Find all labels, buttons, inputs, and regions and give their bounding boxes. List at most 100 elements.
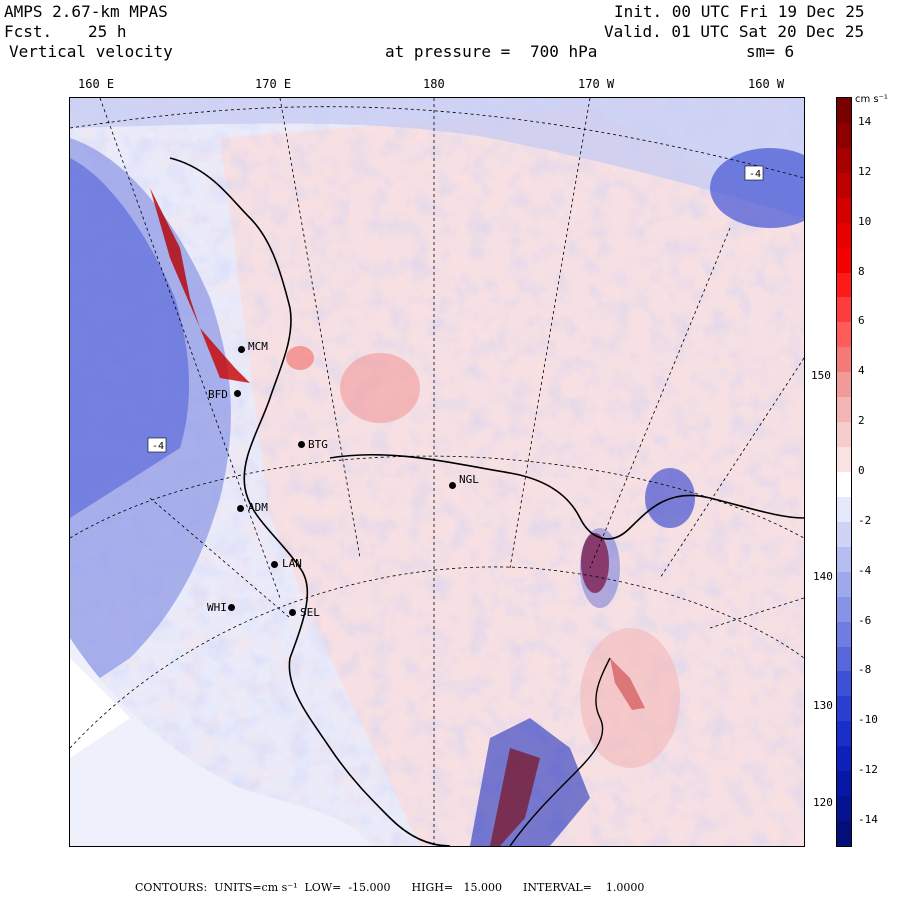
forecast-label: Fcst. [4,22,53,41]
colorbar-segment [837,447,851,473]
colorbar [836,97,852,847]
colorbar-segment [837,571,851,598]
colorbar-tick-label: -10 [858,713,878,727]
colorbar-segment [837,422,851,448]
contour-low: LOW= -15.000 [304,881,391,894]
positive-patch-1 [340,353,420,423]
colorbar-tick-label: 12 [858,164,872,178]
colorbar-segment [837,671,851,697]
colorbar-segment [837,496,851,523]
station-bfd-marker [234,390,241,397]
station-ngl-marker [449,482,456,489]
station-adm-marker [237,505,244,512]
transantarctic-uplift [150,188,220,388]
station-btg-marker [298,441,305,448]
pressure-label: at pressure = [385,42,511,61]
colorbar-tick-label: 4 [858,364,865,378]
colorbar-segment [837,796,851,822]
colorbar-tick-label: -14 [858,813,878,827]
colorbar-tick-label: -4 [858,563,872,577]
coastline-east [509,657,611,846]
station-ngl-label: NGL [459,473,479,486]
colorbar-segment [837,521,851,548]
station-mcm-label: MCM [248,340,268,353]
forecast-hour: 25 h [88,22,127,41]
colorbar-segment [837,197,851,224]
coastal-subsidence-core [70,158,190,518]
colorbar-tick-label: 2 [858,414,865,428]
colorbar-segment [837,247,851,274]
positive-patch-2 [286,346,314,370]
colorbar-segment [837,721,851,747]
lon-label-160w: 160 W [748,77,785,91]
colorbar-segment [837,297,851,323]
south-uplift [490,748,540,846]
contour-high: HIGH= 15.000 [411,881,503,894]
station-sel-marker [289,609,296,616]
lon-label-180: 180 [423,77,445,91]
colorbar-segment [837,172,851,199]
contour-labels: -4 -4 [147,165,764,453]
colorbar-segment [837,347,851,373]
station-bfd-label: BFD [208,388,228,401]
station-adm-label: ADM [248,501,268,514]
colorbar-segment [837,771,851,797]
colorbar-segment [837,272,851,298]
contour-info: CONTOURS: UNITS=cm s⁻¹ LOW= -15.000 HIGH… [135,881,644,894]
ice-shelf-front [329,453,804,540]
pressure-value: 700 hPa [530,42,598,61]
contours-label: CONTOURS: [135,881,208,894]
contour-interval: INTERVAL= 1.0000 [523,881,645,894]
smoothing-label: sm= 6 [746,42,795,61]
colorbar-segment [837,472,851,498]
svg-text:-4: -4 [749,169,761,180]
model-title: AMPS 2.67-km MPAS [4,2,168,21]
northeast-subsidence [710,148,804,228]
station-mcm-marker [238,346,245,353]
lon-label-170e: 170 E [255,77,292,91]
lon-label-160e: 160 E [78,77,115,91]
colorbar-tick-label: 8 [858,264,865,278]
southwest-white [70,658,130,758]
central-ridge-subsidence [580,528,620,608]
colorbar-tick-label: 0 [858,464,865,477]
colorbar-tick-label: 14 [858,114,872,128]
colorbar-segment [837,147,851,174]
colorbar-tick-label: -2 [858,513,872,527]
colorbar-segment [837,546,851,573]
colorbar-tick-label: -6 [858,613,872,627]
colorbar-segment [837,696,851,722]
colorbar-segment [837,122,851,149]
ross-island-uplift [200,328,250,383]
svg-text:-4: -4 [152,441,164,452]
positive-patch-3 [580,628,680,768]
colorbar-segment [837,322,851,348]
colorbar-segment [837,746,851,772]
colorbar-segment [837,596,851,623]
station-lan-label: LAN [282,557,302,570]
colorbar-tick-label: -12 [858,763,878,777]
coastline-west [169,157,451,846]
graticule [70,98,804,846]
valid-time: Valid. 01 UTC Sat 20 Dec 25 [604,22,865,41]
colorbar-segment [837,372,851,398]
map-panel: -4 -4 MCM BFD BTG NGL ADM LAN WHI SEL [69,97,805,847]
station-lan-marker [271,561,278,568]
colorbar-tick-label: -8 [858,663,872,677]
station-whi-label: WHI [207,601,227,614]
colorbar-segment [837,397,851,423]
contour-units: UNITS=cm s⁻¹ [214,881,298,894]
colorbar-units: cm s⁻¹ [855,94,888,105]
init-time: Init. 00 UTC Fri 19 Dec 25 [614,2,865,21]
northern-blue-band [70,98,804,218]
colorbar-segment [837,222,851,249]
colorbar-tick-label: 10 [858,214,872,228]
colorbar-segment [837,821,851,847]
lon-label-170w: 170 W [578,77,615,91]
vertical-velocity-map: -4 -4 [70,98,804,846]
colorbar-tick-label: 6 [858,314,865,328]
field-name: Vertical velocity [9,42,173,61]
station-sel-label: SEL [300,606,320,619]
colorbar-segment [837,98,851,124]
colorbar-segment [837,621,851,648]
